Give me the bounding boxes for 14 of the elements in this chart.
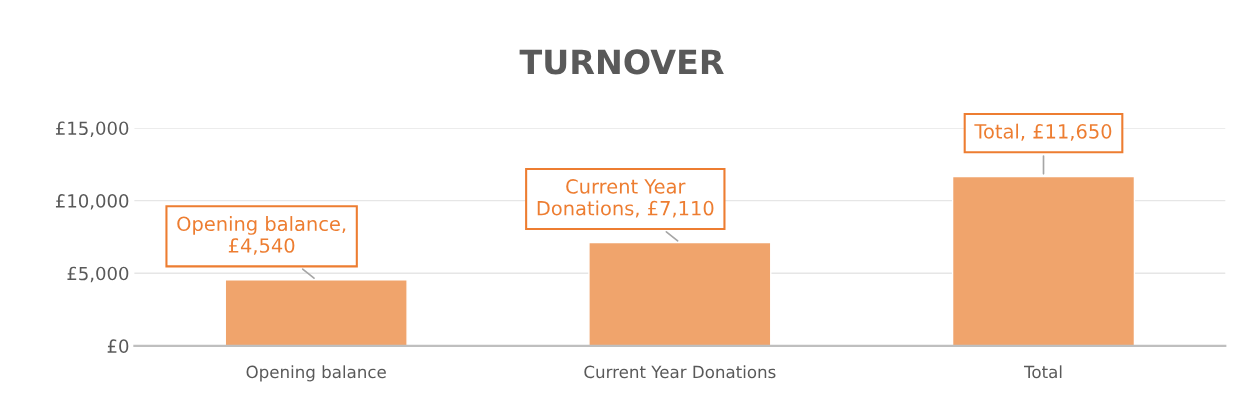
y-tick-label: £10,000 <box>55 194 129 210</box>
x-tick-label: Total <box>1024 365 1062 379</box>
x-tick-label: Opening balance <box>246 365 386 382</box>
y-tick-label: £15,000 <box>55 121 129 137</box>
y-tick-label: £5,000 <box>67 266 129 283</box>
y-tick-label: £0 <box>107 339 129 353</box>
data-label: Total, £11,650 <box>974 123 1112 141</box>
x-tick-label: Current Year Donations <box>584 365 776 379</box>
bar <box>588 241 772 346</box>
bar <box>951 175 1136 346</box>
bar <box>224 279 408 346</box>
data-label: Current Year Donations, £7,110 <box>537 179 714 218</box>
data-label: Opening balance, £4,540 <box>177 216 346 255</box>
chart-title: TURNOVER <box>519 49 724 75</box>
